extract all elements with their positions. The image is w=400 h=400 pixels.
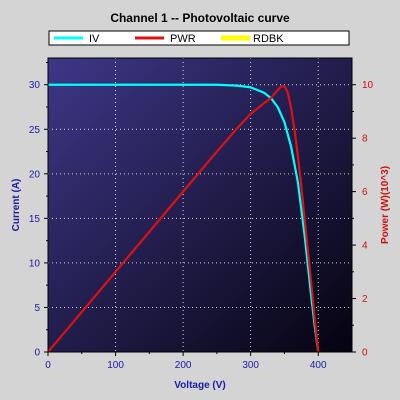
legend-label-iv: IV xyxy=(89,33,100,45)
y-left-tick-label: 30 xyxy=(29,80,41,91)
y-axis-label-left: Current (A) xyxy=(11,179,22,232)
chart-title: Channel 1 -- Photovoltaic curve xyxy=(110,11,290,25)
axis-left: 0 5 10 15 20 25 30 xyxy=(29,61,48,359)
y-left-tick-label: 20 xyxy=(29,169,41,180)
legend: IV PWR RDBK xyxy=(48,30,350,46)
y-left-tick-label: 10 xyxy=(29,258,41,269)
x-tick-label: 200 xyxy=(175,360,192,371)
series-layer xyxy=(48,83,320,352)
x-tick-label: 400 xyxy=(310,360,327,371)
y-right-tick-label: 2 xyxy=(362,294,368,305)
axis-right: 0 2 4 6 8 10 xyxy=(352,80,374,359)
x-tick-label: 100 xyxy=(107,360,124,371)
series-line-pwr xyxy=(48,84,320,352)
plot-border xyxy=(47,57,353,353)
y-left-tick-label: 5 xyxy=(34,303,40,314)
x-axis-label: Voltage (V) xyxy=(174,380,225,391)
y-right-tick-label: 8 xyxy=(362,134,368,145)
y-axis-label-right: Power (W)(10^3) xyxy=(380,166,391,244)
axis-bottom: 0 100 200 300 400 xyxy=(45,352,327,371)
x-tick-label: 0 xyxy=(45,360,51,371)
legend-label-pwr: PWR xyxy=(170,33,196,45)
y-left-tick-label: 25 xyxy=(29,125,41,136)
y-right-tick-label: 10 xyxy=(362,80,374,91)
y-right-tick-label: 0 xyxy=(362,348,368,359)
y-right-tick-label: 4 xyxy=(362,241,368,252)
x-tick-label: 300 xyxy=(242,360,259,371)
y-right-tick-label: 6 xyxy=(362,187,368,198)
legend-label-rdbk: RDBK xyxy=(253,33,284,45)
y-left-tick-label: 15 xyxy=(29,214,41,225)
legend-box xyxy=(48,30,350,46)
y-left-tick-label: 0 xyxy=(34,348,40,359)
